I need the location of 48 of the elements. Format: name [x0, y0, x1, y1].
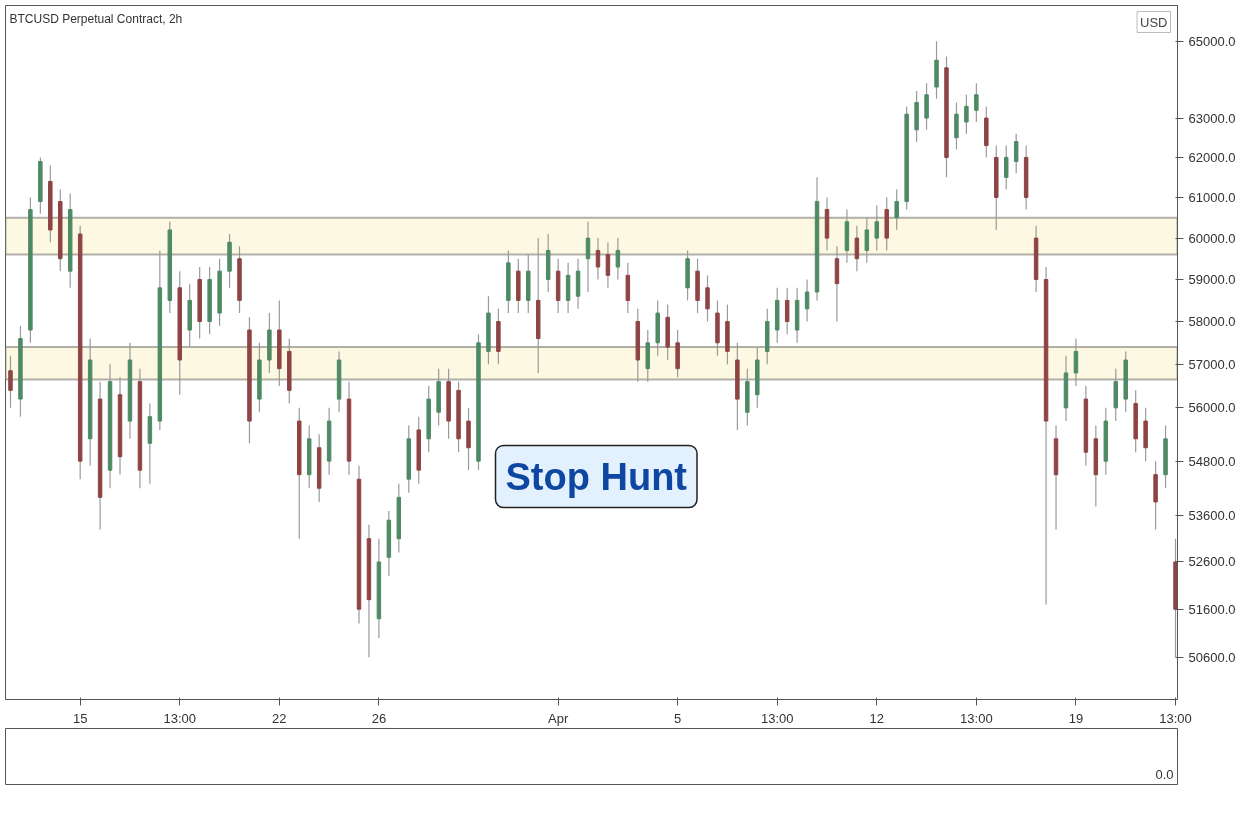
x-tick-label: 13:00 [163, 710, 197, 726]
y-tick-label: 51600.0 [1188, 601, 1236, 617]
candlestick [1003, 144, 1009, 190]
x-tick-label: 19 [1068, 710, 1084, 726]
candlestick [894, 188, 899, 231]
y-tick-label: 60000.0 [1188, 230, 1236, 246]
x-tick-label: 15 [72, 710, 88, 726]
candlestick [615, 237, 621, 281]
y-tick-label: 54800.0 [1188, 453, 1236, 469]
y-tick-label: 62000.0 [1188, 149, 1236, 165]
y-tick-label: 50600.0 [1188, 649, 1236, 665]
x-tick-label: 13:00 [1159, 710, 1192, 726]
text: 0.0 [1155, 766, 1174, 782]
x-tick-label: 22 [272, 710, 287, 726]
candlestick [804, 278, 810, 323]
x-tick-label: 13:00 [960, 710, 993, 726]
text: BTCUSD Perpetual Contract, 2h [9, 11, 183, 26]
candlestick [784, 287, 790, 335]
y-tick-label: 65000.0 [1188, 33, 1236, 49]
x-tick-label: 12 [869, 710, 885, 726]
y-tick-label: 61000.0 [1188, 189, 1236, 205]
y-tick-label: 52600.0 [1188, 554, 1236, 570]
candlestick [874, 204, 880, 252]
x-tick-label: 13:00 [760, 710, 794, 726]
x-tick-label: 26 [371, 710, 387, 726]
candlestick [595, 237, 601, 281]
candlestick [705, 274, 710, 323]
candlestick [1073, 337, 1079, 387]
candlestick [964, 94, 969, 135]
candlestick [1013, 133, 1019, 174]
y-tick-label: 57000.0 [1188, 356, 1236, 372]
y-axis-title: USD [1140, 14, 1168, 30]
candlestick [974, 82, 979, 123]
x-tick-label: Apr [548, 710, 569, 726]
candlestick [864, 217, 870, 264]
y-tick-label: 59000.0 [1188, 271, 1236, 287]
candlestick [605, 241, 611, 289]
candlestick [854, 225, 860, 272]
candlestick [585, 221, 591, 293]
y-tick-label: 63000.0 [1188, 110, 1236, 126]
candlestick [924, 82, 929, 131]
y-tick-label: 58000.0 [1188, 314, 1236, 330]
x-tick-label: 5 [674, 710, 682, 726]
y-tick-label: 53600.0 [1188, 508, 1236, 524]
candlestick [8, 355, 13, 409]
y-tick-label: 56000.0 [1188, 400, 1236, 416]
candlestick [954, 101, 959, 151]
annotation: Stop Hunt [505, 455, 688, 498]
